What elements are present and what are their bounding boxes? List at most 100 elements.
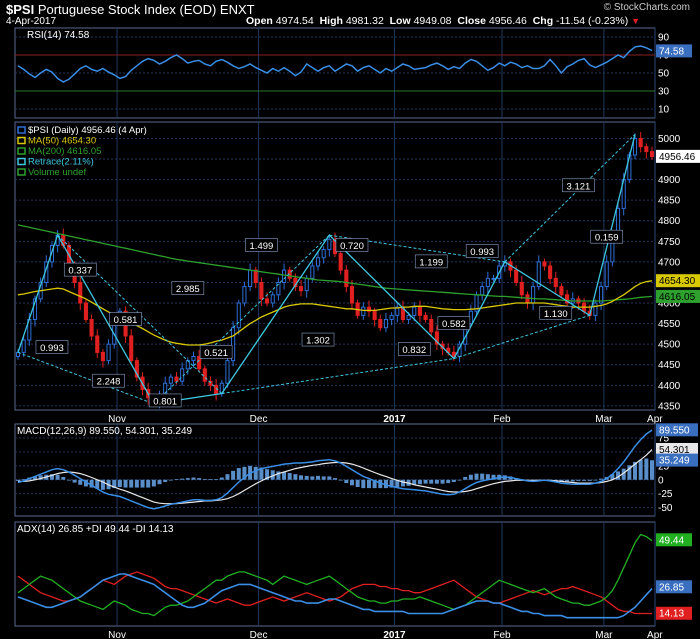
index-name: Portuguese Stock Index (EOD) <box>37 2 217 17</box>
low-value: 4949.08 <box>413 15 452 27</box>
candle-body <box>525 294 530 304</box>
candle-body <box>412 306 417 316</box>
macd-histogram-bar <box>117 479 122 488</box>
adx-tag-adx: 26.85 <box>659 582 684 593</box>
rsi-value-tag-bg <box>656 44 692 58</box>
y-tick-label: 4400 <box>658 381 681 392</box>
retrace-label-box <box>109 312 142 326</box>
candle-body <box>632 137 638 156</box>
candle-body <box>225 360 230 384</box>
macd-histogram-bar <box>66 479 71 481</box>
macd-tag: 54.301 <box>659 445 690 456</box>
retrace-label: 1.499 <box>250 241 274 252</box>
close-value: 4956.46 <box>488 15 527 27</box>
legend-entry: MA(200) 4616.05 <box>28 146 101 157</box>
rsi-line <box>17 45 653 83</box>
y-tick-label: 4600 <box>658 299 681 310</box>
candle-body <box>423 314 428 320</box>
y-tick-label: 4500 <box>658 340 681 351</box>
x-axis-label-bottom: Apr <box>647 630 663 639</box>
macd-histogram-bar <box>16 479 20 481</box>
candle-body <box>231 327 236 362</box>
retrace-label-box <box>92 373 125 388</box>
y-tick-label: 4900 <box>658 175 681 186</box>
candle-body <box>83 302 88 320</box>
macd-histogram-bar <box>457 479 462 481</box>
candle-body <box>174 376 179 382</box>
retrace-label-box <box>301 332 335 347</box>
retrace-zigzag <box>17 134 636 405</box>
adx-tag-minus_di: 14.13 <box>659 609 684 620</box>
macd-histogram-bar <box>383 479 388 489</box>
candle-body <box>480 286 485 296</box>
y-tick-label: 75 <box>658 433 670 444</box>
y-tick-label: -50 <box>658 503 673 514</box>
candle-body <box>542 261 547 267</box>
candle-body <box>344 269 349 288</box>
legend-entry: Volume undef <box>28 167 86 178</box>
macd-histogram-bar <box>440 479 445 484</box>
macd-tag-bg <box>656 423 698 437</box>
macd-histogram-bar <box>225 474 230 480</box>
macd-histogram-bar <box>599 478 604 480</box>
adx-title: ADX(14) 26.85 +DI 49.44 -DI 14.13 <box>17 524 174 535</box>
adx-panel <box>14 521 656 627</box>
chart-date: 4-Apr-2017 <box>6 16 57 27</box>
legend-swatch <box>17 157 26 166</box>
macd-histogram-bar <box>202 479 207 480</box>
brand-logo: © StockCharts.com <box>603 2 690 13</box>
legend-swatch <box>17 126 26 134</box>
macd-histogram-bar <box>417 479 422 485</box>
macd-histogram-bar <box>299 475 304 480</box>
macd-tag: 35.249 <box>659 456 690 467</box>
macd-histogram-bar <box>49 474 54 480</box>
price-tag-close-bg <box>656 149 700 163</box>
macd-histogram-bar <box>140 479 145 488</box>
macd-histogram-bar <box>72 479 77 483</box>
macd-histogram-bar <box>253 466 258 480</box>
macd-histogram-bar <box>327 476 332 480</box>
macd-histogram-bar <box>265 469 270 480</box>
retrace-label: 0.581 <box>114 315 138 326</box>
candle-body <box>361 306 366 316</box>
retrace-label: 0.801 <box>153 396 177 407</box>
candle-body <box>21 339 26 353</box>
macd-histogram-bar <box>236 468 241 480</box>
macd-histogram-bar <box>21 479 26 480</box>
rsi-value-tag: 74.58 <box>659 46 684 57</box>
open-label: Open <box>246 15 273 27</box>
macd-histogram-bar <box>451 479 456 482</box>
y-tick-label: 4450 <box>658 360 681 371</box>
macd-histogram-bar <box>151 479 156 487</box>
macd-histogram-bar <box>344 479 349 484</box>
candle-body <box>236 302 241 329</box>
adx-tag-minus_di-bg <box>656 606 692 620</box>
macd-histogram-bar <box>208 479 213 480</box>
retrace-label: 1.199 <box>419 257 443 268</box>
candle-body <box>598 286 604 304</box>
symbol: $PSI <box>6 2 35 17</box>
macd-histogram-bar <box>633 461 638 480</box>
y-tick-label: -25 <box>658 489 673 500</box>
candle-body <box>485 277 490 288</box>
retrace-dashed-line <box>504 133 636 263</box>
retrace-dashed-line <box>453 314 590 360</box>
candle-body <box>304 277 309 292</box>
chg-label: Chg <box>532 15 554 27</box>
macd-histogram-bar <box>123 479 128 488</box>
macd-histogram-bar <box>570 479 575 482</box>
retrace-label-box <box>437 316 471 330</box>
macd-histogram-bar <box>168 479 173 481</box>
macd-histogram-bar <box>491 474 496 480</box>
macd-histogram-bar <box>242 466 247 480</box>
rsi-title: RSI(14) 74.58 <box>27 30 90 41</box>
legend-entry: $PSI (Daily) 4956.46 (4 Apr) <box>28 125 147 136</box>
macd-histogram-bar <box>400 479 405 487</box>
macd-histogram-bar <box>474 473 479 480</box>
macd-histogram-bar <box>316 475 321 480</box>
macd-histogram-bar <box>468 474 473 480</box>
candle-body <box>327 238 332 251</box>
exchange: ENXT <box>219 2 255 17</box>
candle-body <box>202 368 207 382</box>
macd-histogram-bar <box>395 479 400 488</box>
